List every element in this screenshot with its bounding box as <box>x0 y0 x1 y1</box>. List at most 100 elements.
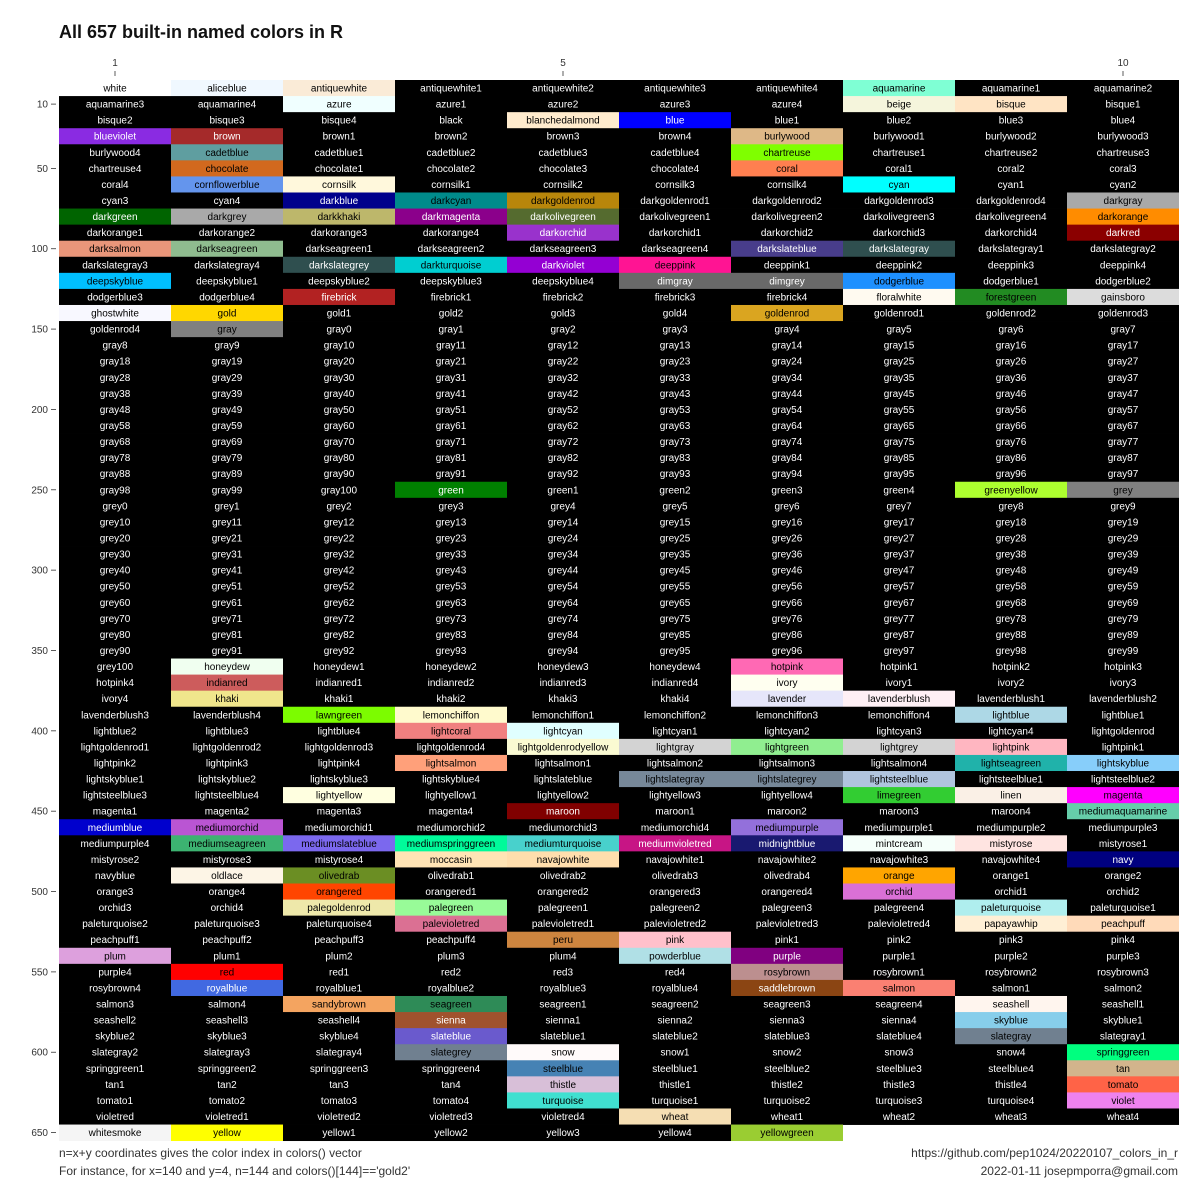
color-cell-mediumorchid1 <box>283 819 395 836</box>
color-label-cyan3: cyan3 <box>102 196 129 207</box>
color-label-grey96: grey96 <box>772 646 803 657</box>
color-label-azure2: azure2 <box>548 100 579 111</box>
color-cell-lightyellow <box>283 787 395 804</box>
color-cell-lavenderblush4 <box>171 706 283 724</box>
color-label-grey49: grey49 <box>1108 566 1139 577</box>
color-label-mediumslateblue: mediumslateblue <box>301 839 377 850</box>
color-cell-thistle <box>507 1076 619 1093</box>
color-label-orchid4: orchid4 <box>211 903 244 914</box>
color-cell-dodgerblue4 <box>171 288 283 306</box>
color-cell-cornsilk1 <box>395 176 507 193</box>
color-cell-lightsalmon4 <box>843 754 955 772</box>
color-cell-palevioletred4 <box>843 915 955 933</box>
color-label-orangered2: orangered2 <box>537 887 589 898</box>
color-cell-goldenrod2 <box>955 304 1067 322</box>
color-cell-papayawhip <box>955 915 1067 933</box>
color-label-limegreen: limegreen <box>877 791 921 802</box>
color-label-gray96: gray96 <box>996 469 1027 480</box>
color-label-blanchedalmond: blanchedalmond <box>526 116 599 127</box>
color-cell-dodgerblue <box>843 272 955 290</box>
color-cell-chartreuse4 <box>59 160 171 177</box>
color-cell-springgreen3 <box>283 1060 395 1077</box>
color-cell-gray62 <box>507 417 619 434</box>
color-label-lightgoldenrodyellow: lightgoldenrodyellow <box>518 742 609 753</box>
color-label-pink3: pink3 <box>999 935 1023 946</box>
color-cell-sandybrown <box>283 995 395 1013</box>
color-label-maroon: maroon <box>546 807 580 818</box>
color-cell-grey46 <box>731 562 843 579</box>
color-cell-mistyrose3 <box>171 851 283 868</box>
color-cell-darkolivegreen4 <box>955 208 1067 226</box>
color-cell-coral <box>731 160 843 177</box>
color-cell-paleturquoise2 <box>59 915 171 933</box>
color-cell-darkgoldenrod <box>507 192 619 209</box>
color-cell-snow4 <box>955 1044 1067 1061</box>
color-label-lemonchiffon3: lemonchiffon3 <box>756 710 819 721</box>
color-cell-gray23 <box>619 353 731 370</box>
color-cell-grey27 <box>843 529 955 547</box>
color-cell-orangered4 <box>731 883 843 900</box>
color-label-tomato3: tomato3 <box>321 1096 358 1107</box>
color-label-bisque4: bisque4 <box>321 116 356 127</box>
color-cell-gray60 <box>283 417 395 434</box>
color-cell-darkblue <box>283 192 395 209</box>
color-label-gray44: gray44 <box>772 389 803 400</box>
y-tick-label-600: 600 <box>31 1048 48 1059</box>
color-label-turquoise3: turquoise3 <box>876 1096 923 1107</box>
color-cell-black <box>395 112 507 129</box>
color-label-darkgoldenrod3: darkgoldenrod3 <box>864 196 934 207</box>
color-cell-grey96 <box>731 642 843 659</box>
color-label-darkorange: darkorange <box>1098 212 1149 223</box>
color-label-orangered1: orangered1 <box>425 887 477 898</box>
color-label-olivedrab2: olivedrab2 <box>540 871 587 882</box>
color-cell-mediumorchid4 <box>619 819 731 836</box>
color-label-cadetblue: cadetblue <box>205 148 249 159</box>
color-label-cyan4: cyan4 <box>214 196 241 207</box>
color-cell-gray68 <box>59 433 171 451</box>
color-cell-sienna1 <box>507 1012 619 1029</box>
color-label-aquamarine2: aquamarine2 <box>1094 84 1153 95</box>
color-label-ivory2: ivory2 <box>998 678 1025 689</box>
color-cell-palegreen <box>395 899 507 917</box>
color-label-palevioletred: palevioletred <box>423 919 480 930</box>
color-cell-grey6 <box>731 497 843 515</box>
color-label-ivory1: ivory1 <box>886 678 913 689</box>
color-label-red4: red4 <box>665 967 685 978</box>
color-label-lavenderblush4: lavenderblush4 <box>193 710 261 721</box>
color-cell-lightgoldenrod4 <box>395 738 507 756</box>
color-cell-gray89 <box>171 465 283 483</box>
color-label-yellowgreen: yellowgreen <box>760 1128 813 1139</box>
color-label-mediumpurple3: mediumpurple3 <box>1089 823 1158 834</box>
color-label-darkgrey: darkgrey <box>208 212 247 223</box>
color-label-lemonchiffon4: lemonchiffon4 <box>868 710 931 721</box>
color-label-magenta2: magenta2 <box>205 807 250 818</box>
color-cell-coral1 <box>843 160 955 177</box>
color-label-darkolivegreen: darkolivegreen <box>530 212 596 223</box>
color-cell-gray86 <box>955 449 1067 467</box>
color-cell-paleturquoise3 <box>171 915 283 933</box>
color-cell-lightcyan1 <box>619 722 731 740</box>
color-cell-purple4 <box>59 963 171 981</box>
color-label-palegoldenrod: palegoldenrod <box>307 903 370 914</box>
color-label-grey18: grey18 <box>996 517 1027 528</box>
color-cell-darkred <box>1067 224 1179 242</box>
color-cell-grey80 <box>59 626 171 643</box>
color-cell-gray75 <box>843 433 955 451</box>
color-label-olivedrab: olivedrab <box>319 871 360 882</box>
color-cell-gray12 <box>507 337 619 354</box>
color-label-purple3: purple3 <box>1106 951 1140 962</box>
color-cell-grey33 <box>395 546 507 563</box>
color-label-grey51: grey51 <box>212 582 243 593</box>
color-cell-cornsilk2 <box>507 176 619 193</box>
color-label-gray74: gray74 <box>772 437 803 448</box>
color-label-navy: navy <box>1112 855 1133 866</box>
caption-explanation: n=x+y coordinates gives the color index … <box>59 1146 362 1160</box>
color-label-darkslateblue: darkslateblue <box>757 244 817 255</box>
color-cell-grey73 <box>395 610 507 627</box>
color-label-gray99: gray99 <box>212 485 243 496</box>
color-label-darkseagreen3: darkseagreen3 <box>530 244 597 255</box>
color-label-ivory4: ivory4 <box>102 694 129 705</box>
color-label-blue1: blue1 <box>775 116 800 127</box>
color-cell-honeydew3 <box>507 658 619 675</box>
color-cell-gray91 <box>395 465 507 483</box>
